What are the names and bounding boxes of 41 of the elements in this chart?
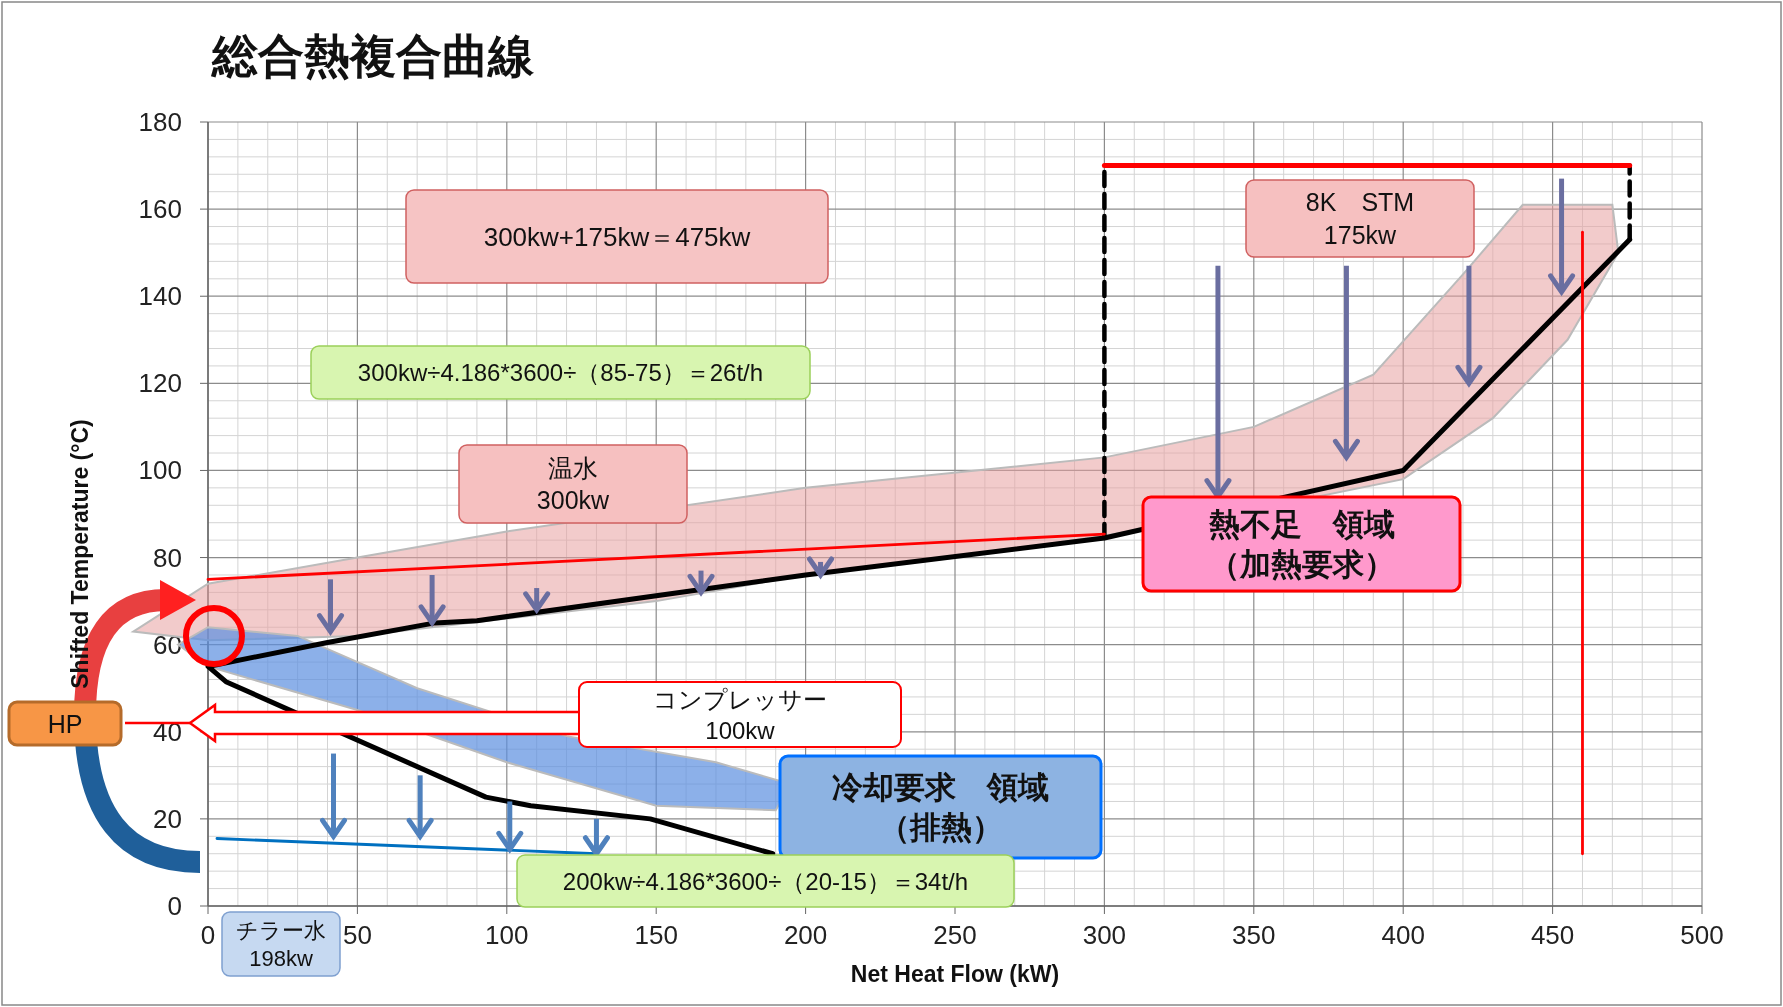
x-tick-label: 400 (1381, 920, 1425, 950)
annotation: 200kw÷4.186*3600÷（20-15）＝34t/h (562, 867, 969, 895)
x-tick-label: 200 (783, 920, 828, 950)
annotation: （加熱要求） (1208, 547, 1395, 583)
x-tick-label: 300 (1082, 920, 1127, 950)
y-tick-label: 140 (138, 281, 182, 312)
annotation: 300kw+175kw＝475kw (483, 221, 751, 252)
y-tick-label: 0 (167, 891, 182, 921)
x-axis-title: Net Heat Flow (kW) (850, 961, 1060, 987)
y-tick-label: 40 (153, 716, 182, 747)
annotation: 8K STM 175kw (1245, 179, 1475, 258)
annotation: チラー水 198kw (221, 911, 341, 977)
annotation: 温水 300kw (536, 453, 611, 515)
annotation: コンプレッサー 100kw (653, 685, 827, 744)
y-tick-label: 20 (153, 803, 182, 834)
x-tick-label: 350 (1232, 920, 1276, 950)
x-tick-label: 50 (342, 920, 372, 950)
x-tick-label: 100 (485, 920, 529, 950)
annotation: 熱不足 領域 (1207, 507, 1395, 543)
annotation: HP (7, 700, 123, 747)
chart-title: 総合熱複合曲線 (210, 30, 535, 82)
annotation: 200kw÷4.186*3600÷（20-15）＝34t/h (516, 854, 1015, 908)
annotation: コンプレッサー 100kw (578, 681, 902, 748)
x-tick-label: 0 (200, 920, 216, 950)
annotation: 300kw÷4.186*3600÷（85-75）＝26t/h (310, 345, 811, 400)
y-tick-label: 100 (138, 455, 182, 486)
annotation: 冷却要求 領域 (832, 770, 1049, 806)
annotation: 温水 300kw (458, 444, 688, 524)
x-tick-label: 250 (933, 920, 977, 950)
x-tick-label: 150 (634, 920, 678, 950)
x-tick-label: 500 (1680, 920, 1724, 950)
annotation: 300kw÷4.186*3600÷（85-75）＝26t/h (357, 359, 764, 387)
y-tick-label: 160 (138, 194, 182, 225)
y-tick-label: 180 (138, 107, 182, 137)
y-tick-label: 120 (138, 368, 182, 399)
annotation: （排熱） (878, 810, 1003, 846)
annotation: 300kw+175kw＝475kw (405, 189, 829, 284)
y-axis-title: Shifted Temperature (°C) (67, 419, 93, 689)
annotation: 8K STM 175kw (1305, 188, 1415, 249)
x-tick-label: 450 (1530, 920, 1575, 950)
y-tick-label: 80 (153, 542, 182, 573)
